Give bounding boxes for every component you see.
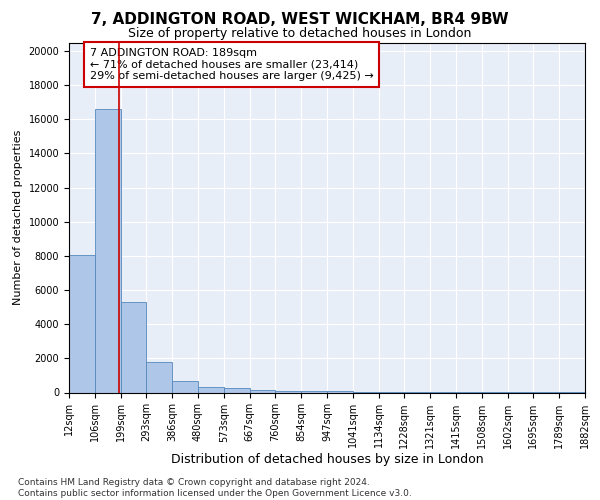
Text: Size of property relative to detached houses in London: Size of property relative to detached ho… xyxy=(128,28,472,40)
Bar xyxy=(69,255,95,392)
Text: 7, ADDINGTON ROAD, WEST WICKHAM, BR4 9BW: 7, ADDINGTON ROAD, WEST WICKHAM, BR4 9BW xyxy=(91,12,509,28)
Bar xyxy=(224,388,250,392)
Bar xyxy=(146,362,172,392)
Bar xyxy=(275,391,301,392)
Text: Contains HM Land Registry data © Crown copyright and database right 2024.
Contai: Contains HM Land Registry data © Crown c… xyxy=(18,478,412,498)
Bar xyxy=(198,386,224,392)
Y-axis label: Number of detached properties: Number of detached properties xyxy=(13,130,23,305)
Text: 7 ADDINGTON ROAD: 189sqm
← 71% of detached houses are smaller (23,414)
29% of se: 7 ADDINGTON ROAD: 189sqm ← 71% of detach… xyxy=(89,48,373,81)
Bar xyxy=(95,109,121,393)
Bar xyxy=(250,390,275,392)
Bar xyxy=(121,302,146,392)
X-axis label: Distribution of detached houses by size in London: Distribution of detached houses by size … xyxy=(170,454,484,466)
Bar xyxy=(301,391,327,392)
Bar xyxy=(172,382,198,392)
